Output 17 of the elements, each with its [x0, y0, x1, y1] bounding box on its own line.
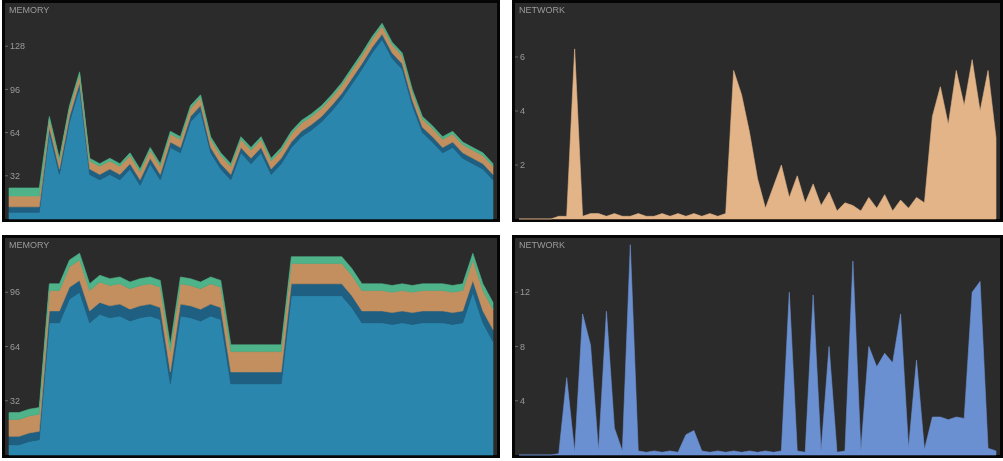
y-tick-label: 32: [10, 395, 21, 406]
y-tick-label: 12: [520, 287, 531, 298]
y-tick-label: 64: [10, 341, 21, 352]
chart-title: NETWORK: [519, 5, 565, 15]
y-tick-label: 4: [520, 106, 526, 117]
chart-title: MEMORY: [9, 240, 50, 250]
y-tick-label: 8: [520, 341, 526, 352]
y-tick-label: 4: [520, 395, 526, 406]
y-tick-label: 6: [520, 52, 526, 63]
y-tick-label: 2: [520, 160, 526, 171]
y-tick-label: 96: [10, 287, 21, 298]
y-tick-label: 64: [10, 127, 21, 138]
chart-title: MEMORY: [9, 5, 50, 15]
y-tick-label: 128: [10, 41, 26, 52]
y-tick-label: 96: [10, 84, 21, 95]
chart-title: NETWORK: [519, 240, 565, 250]
y-tick-label: 32: [10, 170, 21, 181]
